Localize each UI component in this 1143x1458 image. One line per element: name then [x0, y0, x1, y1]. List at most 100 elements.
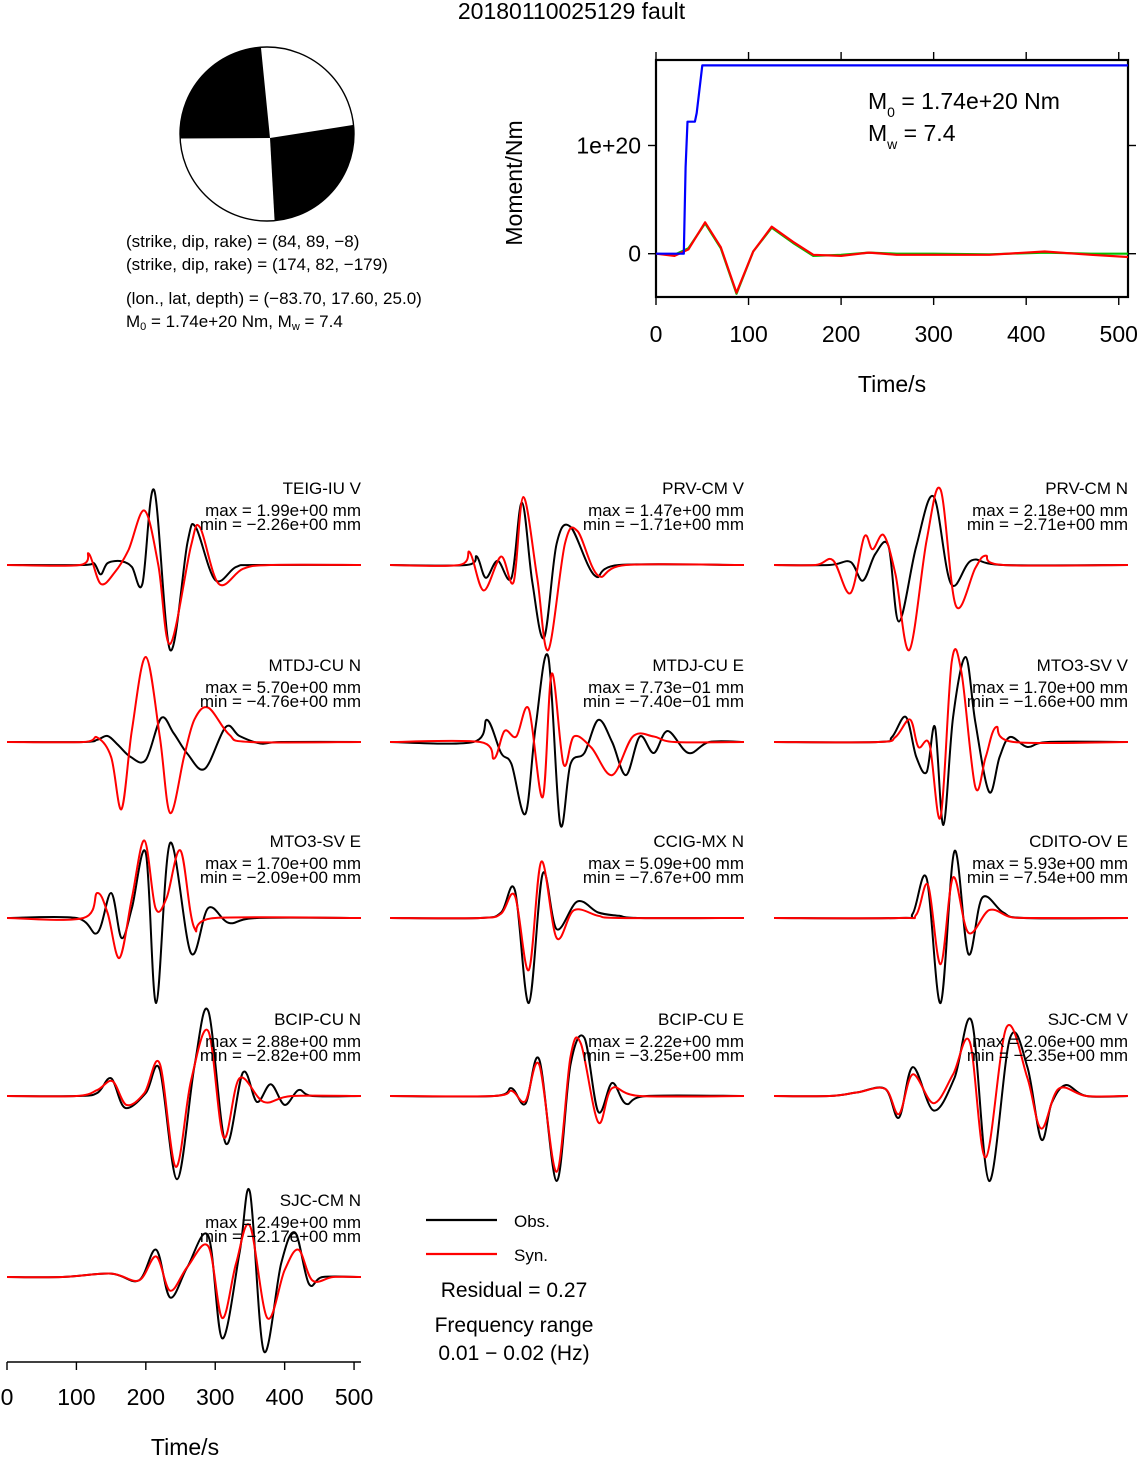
- station-min: min = −2.82e+00 mm: [200, 1046, 361, 1065]
- synthetic-waveform: [6, 1028, 362, 1168]
- synthetic-waveform: [389, 1036, 745, 1173]
- station-max: max = 2.18e+00 mm: [972, 501, 1128, 520]
- station-max: max = 5.70e+00 mm: [205, 678, 361, 697]
- moment-summary-text: M0 = 1.74e+20 Nm, Mw = 7.4: [126, 312, 343, 333]
- waveform-x-tick-label: 0: [1, 1384, 14, 1410]
- station-max: max = 5.93e+00 mm: [972, 854, 1128, 873]
- synthetic-waveform: [773, 486, 1129, 652]
- station-label: TEIG-IU V: [283, 479, 362, 498]
- moment-x-tick-label: 0: [650, 321, 663, 347]
- synthetic-waveform: [389, 860, 745, 972]
- moment-x-tick-label: 200: [822, 321, 860, 347]
- observed-waveform: [773, 655, 1129, 827]
- station-label: MTDJ-CU N: [268, 656, 361, 675]
- moment-x-tick-label: 400: [1007, 321, 1045, 347]
- station-min: min = −2.35e+00 mm: [967, 1046, 1128, 1065]
- waveform-x-tick-label: 400: [265, 1384, 303, 1410]
- waveform-x-tick-label: 100: [57, 1384, 95, 1410]
- waveform-x-tick-label: 200: [127, 1384, 165, 1410]
- station-label: PRV-CM V: [662, 479, 745, 498]
- station-min: min = −1.71e+00 mm: [583, 515, 744, 534]
- station-max: max = 5.09e+00 mm: [588, 854, 744, 873]
- residual-text: Residual = 0.27: [440, 1279, 588, 1302]
- beach-ball-outline: [179, 46, 355, 222]
- synthetic-waveform: [389, 495, 745, 652]
- observed-waveform: [389, 501, 745, 640]
- synthetic-waveform: [6, 655, 362, 815]
- observed-waveform: [389, 871, 745, 1005]
- station-label: SJC-CM V: [1048, 1010, 1129, 1029]
- station-label: SJC-CM N: [280, 1191, 361, 1210]
- station-label: CCIG-MX N: [653, 832, 744, 851]
- station-label: PRV-CM N: [1045, 479, 1128, 498]
- station-min: min = −7.40e−01 mm: [583, 692, 744, 711]
- station-label: MTO3-SV E: [270, 832, 361, 851]
- moment-plot-frame: [654, 58, 1130, 299]
- station-min: min = −2.71e+00 mm: [967, 515, 1128, 534]
- moment-y-tick-label: 1e+20: [576, 132, 641, 158]
- waveform-time-axis: 0 100 200 300 400 500: [1, 1361, 373, 1410]
- observed-waveform: [773, 494, 1129, 623]
- synthetic-waveform: [773, 876, 1129, 966]
- synthetic-waveform: [773, 1023, 1129, 1159]
- moment-xlabel: Time/s: [858, 371, 926, 397]
- moment-series: [655, 64, 1129, 295]
- synthetic-waveform: [389, 672, 745, 799]
- plane1-text: (strike, dip, rake) = (84, 89, −8): [126, 232, 360, 251]
- station-min: min = −2.17e+00 mm: [200, 1227, 361, 1246]
- station-max: max = 2.22e+00 mm: [588, 1032, 744, 1051]
- moment-x-tick-label: 300: [914, 321, 952, 347]
- observed-waveform: [6, 841, 362, 1005]
- moment-ylabel: Moment/Nm: [501, 120, 527, 245]
- synthetic-waveform: [6, 1223, 362, 1320]
- waveform-x-tick-label: 500: [335, 1384, 373, 1410]
- station-max: max = 7.73e−01 mm: [588, 678, 744, 697]
- plane2-text: (strike, dip, rake) = (174, 82, −179): [126, 255, 388, 274]
- page-title: 20180110025129 fault: [457, 0, 686, 24]
- legend-syn-label: Syn.: [514, 1246, 548, 1265]
- synthetic-waveform: [773, 648, 1129, 820]
- frequency-range: 0.01 − 0.02 (Hz): [438, 1342, 590, 1365]
- station-max: max = 1.99e+00 mm: [205, 501, 361, 520]
- station-max: max = 1.70e+00 mm: [972, 678, 1128, 697]
- station-label: BCIP-CU N: [274, 1010, 361, 1029]
- synthetic-waveform: [6, 839, 362, 960]
- legend-obs-label: Obs.: [514, 1212, 550, 1231]
- station-label: MTDJ-CU E: [652, 656, 744, 675]
- frequency-title: Frequency range: [434, 1314, 594, 1337]
- station-label: CDITO-OV E: [1029, 832, 1128, 851]
- station-label: MTO3-SV V: [1037, 656, 1129, 675]
- station-min: min = −2.09e+00 mm: [200, 868, 361, 887]
- station-max: max = 1.70e+00 mm: [205, 854, 361, 873]
- synthetic-waveform: [6, 509, 362, 646]
- moment-y-tick-label: 0: [628, 241, 641, 267]
- moment-series-line-2: [655, 221, 1129, 294]
- station-label: BCIP-CU E: [658, 1010, 744, 1029]
- moment-x-tick-label: 100: [729, 321, 767, 347]
- moment-series-line-0: [656, 64, 1128, 255]
- station-min: min = −4.76e+00 mm: [200, 692, 361, 711]
- station-max: max = 2.88e+00 mm: [205, 1032, 361, 1051]
- compressional-quadrant-nw: [180, 47, 270, 139]
- waveform-xlabel: Time/s: [151, 1434, 219, 1458]
- station-min: min = −1.66e+00 mm: [967, 692, 1128, 711]
- moment-axis-ticks: 0 100 200 300 400 500 0 1e+20: [576, 52, 1138, 347]
- station-min: min = −3.25e+00 mm: [583, 1046, 744, 1065]
- beach-ball: [179, 46, 355, 222]
- waveform-x-tick-label: 300: [196, 1384, 234, 1410]
- compressional-quadrant-se: [270, 124, 354, 221]
- station-max: max = 2.06e+00 mm: [972, 1032, 1128, 1051]
- observed-waveform: [6, 488, 362, 652]
- moment-series-line-1: [655, 222, 1128, 295]
